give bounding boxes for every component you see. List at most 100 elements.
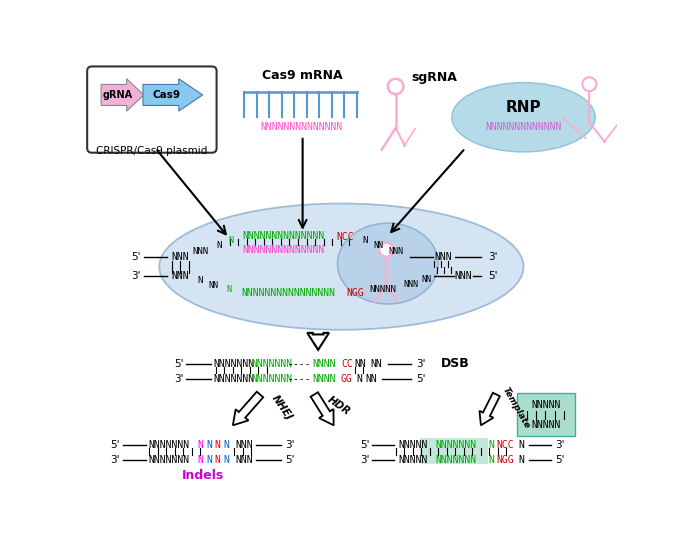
Text: NGG: NGG — [347, 288, 364, 298]
Text: NCC: NCC — [496, 440, 514, 450]
Text: NNNNNNNNNNNNNNNN: NNNNNNNNNNNNNNNN — [242, 288, 336, 298]
Text: NNNNN: NNNNN — [398, 440, 427, 450]
Text: N: N — [223, 455, 229, 465]
Text: NNN: NNN — [454, 271, 472, 281]
Polygon shape — [308, 333, 329, 350]
FancyBboxPatch shape — [87, 67, 216, 153]
Ellipse shape — [338, 223, 438, 304]
Text: NN: NN — [373, 241, 384, 249]
Text: CRISPR/Cas9 plasmid: CRISPR/Cas9 plasmid — [96, 146, 207, 156]
Text: 3': 3' — [110, 455, 120, 465]
Text: NNNNN: NNNNN — [532, 400, 560, 410]
Text: NNN: NNN — [235, 455, 253, 465]
Text: NNNNNNN: NNNNNNN — [251, 374, 292, 384]
Text: Cas9: Cas9 — [153, 90, 181, 100]
Text: N: N — [519, 440, 524, 450]
Text: NNNNNNNNNNNNNN: NNNNNNNNNNNNNN — [242, 231, 325, 241]
Text: N: N — [228, 236, 233, 245]
Text: NNNNN: NNNNN — [532, 420, 560, 430]
Text: RNP: RNP — [506, 100, 541, 115]
Text: N: N — [488, 440, 494, 450]
Circle shape — [582, 77, 597, 91]
Circle shape — [388, 79, 403, 94]
Text: NNNNNNNNNNNNNN: NNNNNNNNNNNNNN — [260, 122, 342, 131]
Text: NNNNNNNNNNNNN: NNNNNNNNNNNNN — [485, 122, 562, 131]
Polygon shape — [310, 392, 334, 425]
Text: 3': 3' — [285, 440, 294, 450]
Text: NN: NN — [208, 281, 219, 289]
Text: NN: NN — [371, 359, 382, 368]
Text: GG: GG — [341, 374, 353, 384]
Text: ----: ---- — [288, 374, 311, 384]
Text: NHEJ: NHEJ — [270, 393, 295, 422]
Text: 3': 3' — [360, 455, 369, 465]
Text: gRNA: gRNA — [103, 90, 134, 100]
Text: 5': 5' — [555, 455, 564, 465]
FancyBboxPatch shape — [516, 393, 575, 436]
FancyBboxPatch shape — [421, 438, 488, 464]
Text: NNN: NNN — [435, 253, 453, 262]
Text: N: N — [206, 440, 212, 450]
Text: N: N — [214, 440, 221, 450]
Text: DSB: DSB — [440, 357, 469, 370]
Text: NN: NN — [355, 359, 366, 368]
Text: NNN: NNN — [192, 247, 208, 256]
Text: NNNNNNN: NNNNNNN — [251, 359, 292, 368]
Text: 3': 3' — [416, 359, 426, 368]
Text: NNNNNNN: NNNNNNN — [214, 359, 255, 368]
Text: NNNNNNN: NNNNNNN — [436, 455, 477, 465]
Text: NNN: NNN — [171, 253, 189, 262]
Text: 3': 3' — [174, 374, 184, 384]
Text: 5': 5' — [110, 440, 120, 450]
Text: 5': 5' — [416, 374, 426, 384]
Text: N: N — [216, 241, 222, 249]
Text: NNN: NNN — [388, 247, 403, 256]
Text: Template: Template — [500, 385, 532, 430]
Text: NNNNNNN: NNNNNNN — [149, 440, 190, 450]
Text: 5': 5' — [132, 253, 140, 262]
Polygon shape — [143, 79, 203, 111]
Text: 3': 3' — [555, 440, 564, 450]
Text: N: N — [356, 374, 362, 384]
Text: N: N — [206, 455, 212, 465]
Ellipse shape — [452, 83, 595, 152]
Text: HDR: HDR — [326, 395, 352, 417]
Polygon shape — [233, 392, 263, 425]
Text: N: N — [198, 276, 203, 285]
Text: NNNNNNN: NNNNNNN — [436, 440, 477, 450]
Text: N: N — [214, 455, 221, 465]
Text: Indels: Indels — [182, 469, 225, 482]
Text: ----: ---- — [288, 359, 311, 368]
Text: N: N — [519, 455, 524, 465]
Text: N: N — [227, 285, 232, 294]
Polygon shape — [101, 79, 144, 111]
Text: Cas9 mRNA: Cas9 mRNA — [262, 69, 343, 82]
Text: N: N — [488, 455, 494, 465]
Text: NNNNN: NNNNN — [369, 285, 396, 294]
Text: N: N — [197, 455, 203, 465]
Text: NNN: NNN — [235, 440, 253, 450]
Text: NN: NN — [366, 374, 377, 384]
Text: N: N — [223, 440, 229, 450]
Text: 5': 5' — [488, 271, 497, 281]
Text: 3': 3' — [488, 253, 497, 262]
Text: NNN: NNN — [403, 280, 419, 289]
Text: NNNNNNN: NNNNNNN — [149, 455, 190, 465]
Text: NNNNN: NNNNN — [398, 455, 427, 465]
Ellipse shape — [159, 203, 523, 330]
Circle shape — [379, 243, 393, 256]
Text: NNNN: NNNN — [312, 374, 336, 384]
Text: 5': 5' — [285, 455, 294, 465]
Text: CC: CC — [341, 359, 353, 368]
Text: 3': 3' — [132, 271, 140, 281]
Text: NN: NN — [422, 275, 432, 284]
Text: 5': 5' — [174, 359, 184, 368]
Text: N: N — [362, 236, 367, 245]
Text: NCC: NCC — [336, 232, 354, 242]
Text: NNNN: NNNN — [312, 359, 336, 368]
Polygon shape — [479, 393, 500, 425]
Text: sgRNA: sgRNA — [411, 71, 457, 84]
Text: NGG: NGG — [496, 455, 514, 465]
Text: N: N — [197, 440, 203, 450]
Text: 5': 5' — [360, 440, 369, 450]
